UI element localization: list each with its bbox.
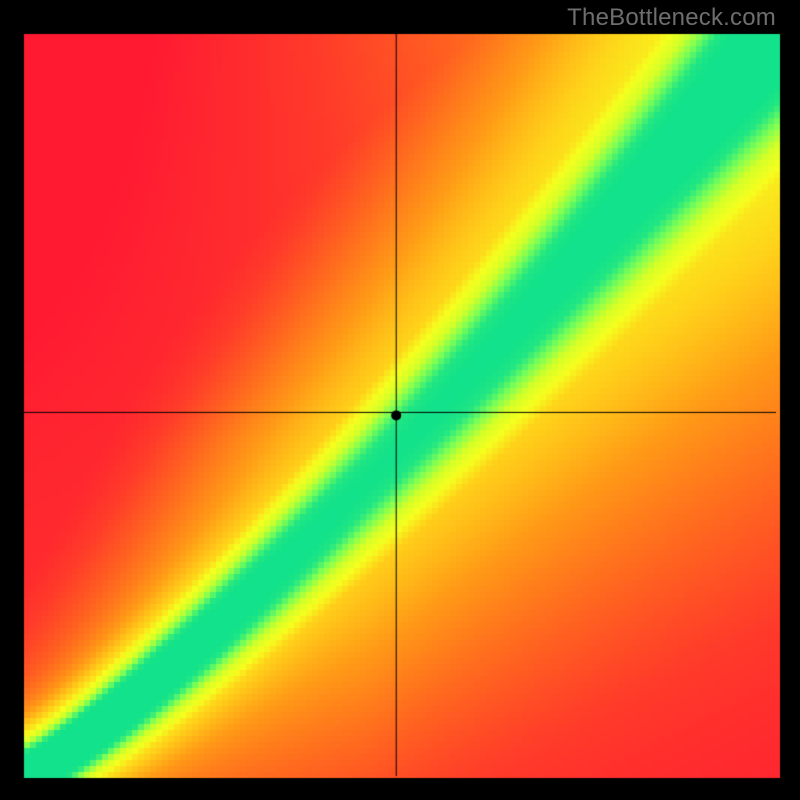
watermark-text: TheBottleneck.com — [567, 4, 776, 32]
bottleneck-heatmap — [0, 0, 800, 800]
chart-container: TheBottleneck.com — [0, 0, 800, 800]
